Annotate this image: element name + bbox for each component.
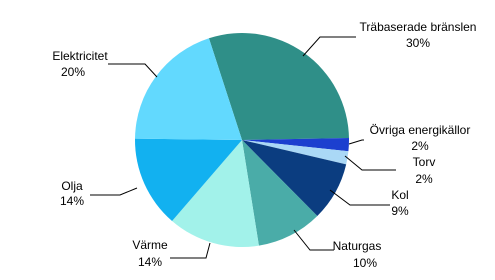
slice-label: Träbaserade bränslen [360, 20, 477, 34]
pie-slice [135, 138, 242, 221]
slice-label: Kol [391, 188, 408, 202]
leader-line [329, 189, 390, 206]
slice-label: Övriga energikällor [370, 123, 471, 137]
pie-slice [242, 140, 347, 217]
slice-value-label: 30% [406, 36, 430, 50]
leader-line [293, 229, 334, 251]
slice-value-label: 14% [138, 255, 162, 269]
slice-value-label: 9% [391, 204, 409, 218]
slice-value-label: 2% [415, 172, 433, 186]
leader-line [302, 36, 356, 57]
leader-line [170, 242, 211, 259]
leader-line [348, 139, 364, 145]
pie-slice [242, 138, 349, 152]
slice-value-label: 14% [60, 194, 84, 208]
pie-slice [208, 33, 349, 140]
pie-slice [242, 140, 318, 246]
pie-slice [172, 140, 259, 247]
leader-line [90, 187, 138, 196]
slice-label: Naturgas [333, 239, 382, 253]
slice-label: Olja [61, 179, 83, 193]
slice-value-label: 20% [61, 65, 85, 79]
slice-value-label: 2% [411, 139, 429, 153]
leader-line [344, 155, 396, 171]
leader-line [108, 63, 158, 78]
slice-label: Värme [132, 238, 168, 252]
slice-value-label: 10% [353, 256, 377, 270]
pie-slice [135, 38, 242, 140]
slice-label: Torv [413, 155, 436, 169]
pie-slice [242, 140, 349, 165]
slice-label: Elektricitet [52, 49, 108, 63]
